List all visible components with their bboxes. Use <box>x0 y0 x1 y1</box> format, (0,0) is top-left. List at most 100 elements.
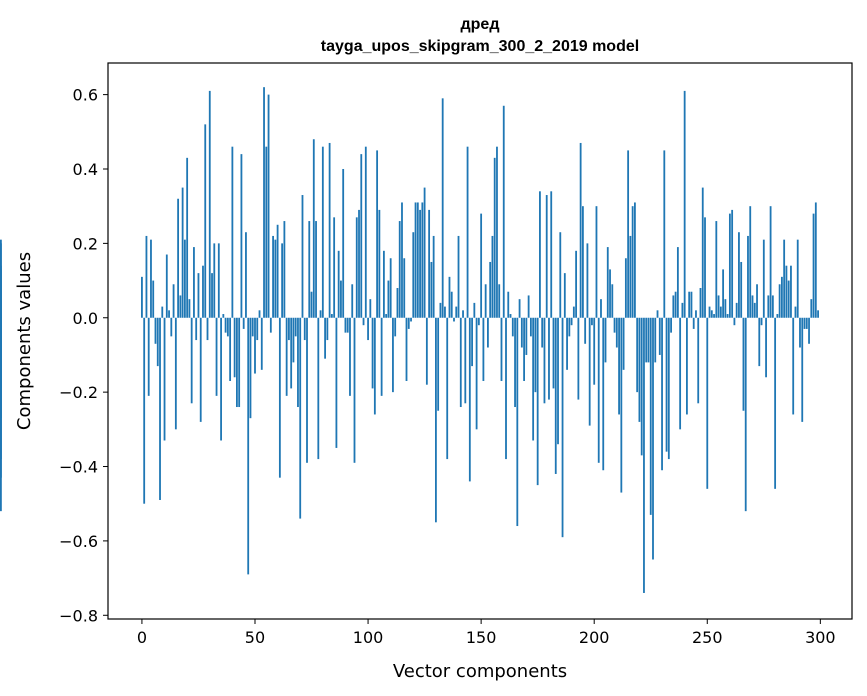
bar <box>163 317 166 441</box>
bar <box>618 317 620 415</box>
bar <box>561 317 564 538</box>
bar <box>274 239 277 318</box>
bar <box>563 273 566 318</box>
bar <box>645 317 648 363</box>
bar <box>523 317 525 381</box>
bar <box>805 317 808 329</box>
bar <box>731 209 734 318</box>
bar <box>312 139 315 318</box>
bar <box>396 288 399 318</box>
bar <box>385 314 388 318</box>
bar <box>631 206 634 318</box>
bar <box>794 306 797 318</box>
bar <box>297 317 299 408</box>
bar <box>541 317 544 348</box>
bar <box>534 317 537 393</box>
bar <box>545 195 548 318</box>
bar <box>310 291 313 318</box>
bar <box>776 314 779 318</box>
bar <box>199 317 202 422</box>
bar <box>308 221 311 318</box>
bar <box>224 317 227 333</box>
bar <box>272 235 274 318</box>
bar <box>421 202 424 318</box>
bar <box>679 317 682 430</box>
bar <box>812 213 815 318</box>
bar <box>697 317 700 404</box>
bar <box>609 269 611 318</box>
bar <box>665 317 668 452</box>
bar <box>240 154 243 318</box>
bar <box>783 239 786 318</box>
bar <box>719 306 722 318</box>
y-tick-label: 0.4 <box>73 160 98 179</box>
bar <box>226 317 229 337</box>
bar <box>566 317 568 370</box>
bar <box>446 317 449 460</box>
bar <box>557 317 559 445</box>
bar <box>606 247 609 318</box>
bar <box>319 310 322 318</box>
bar <box>333 217 336 318</box>
bar <box>808 317 810 344</box>
bar <box>152 280 155 318</box>
bar <box>529 317 532 337</box>
bar <box>353 317 356 463</box>
bar <box>767 295 770 318</box>
bar <box>577 317 580 400</box>
y-tick-label: −0.8 <box>59 606 98 625</box>
bar <box>624 258 627 318</box>
bar <box>760 317 763 326</box>
bar <box>340 280 342 318</box>
bar <box>726 314 729 318</box>
x-tick-label: 150 <box>466 628 497 647</box>
bar <box>344 317 347 333</box>
bar <box>708 306 711 318</box>
x-tick-label: 200 <box>579 628 610 647</box>
bar <box>141 276 143 318</box>
bar <box>742 317 745 411</box>
bar <box>559 232 562 318</box>
x-tick-label: 50 <box>245 628 265 647</box>
bar <box>790 265 792 318</box>
bar <box>738 232 740 318</box>
bar <box>740 261 743 318</box>
chart-title: дред <box>461 16 500 33</box>
bar <box>643 317 645 593</box>
bar <box>407 317 410 329</box>
bar <box>174 317 177 430</box>
bar <box>769 206 772 318</box>
bar <box>686 317 688 415</box>
bar <box>482 317 485 381</box>
bar <box>360 154 363 318</box>
bar <box>278 317 281 478</box>
bar <box>500 317 503 381</box>
bar <box>247 317 250 575</box>
bar <box>774 317 777 489</box>
bar <box>543 317 546 404</box>
bar <box>536 317 539 486</box>
bar <box>514 317 516 408</box>
bar <box>254 317 256 374</box>
x-tick-label: 100 <box>353 628 384 647</box>
bar <box>771 295 774 318</box>
bar <box>493 157 496 318</box>
bar <box>143 317 146 504</box>
bar <box>231 146 234 318</box>
bar <box>801 317 804 422</box>
bar <box>647 317 650 363</box>
bar <box>168 310 170 318</box>
bar <box>217 243 220 318</box>
bar <box>423 187 426 318</box>
bar <box>787 280 790 318</box>
bar <box>572 306 575 318</box>
bar <box>568 317 571 337</box>
x-tick-label: 0 <box>137 628 147 647</box>
y-tick-label: 0.2 <box>73 234 98 253</box>
bar <box>156 317 159 367</box>
bar <box>539 191 541 318</box>
bar <box>362 317 365 326</box>
bar <box>600 299 602 318</box>
x-axis-label: Vector components <box>393 661 567 682</box>
